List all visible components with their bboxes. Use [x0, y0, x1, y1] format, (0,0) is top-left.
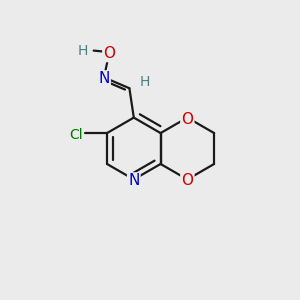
Text: O: O	[182, 173, 194, 188]
Text: O: O	[182, 112, 194, 127]
Text: N: N	[98, 71, 110, 86]
Text: O: O	[103, 46, 115, 61]
Text: H: H	[77, 44, 88, 58]
Text: N: N	[128, 173, 140, 188]
Text: H: H	[140, 75, 150, 89]
Text: Cl: Cl	[69, 128, 82, 142]
